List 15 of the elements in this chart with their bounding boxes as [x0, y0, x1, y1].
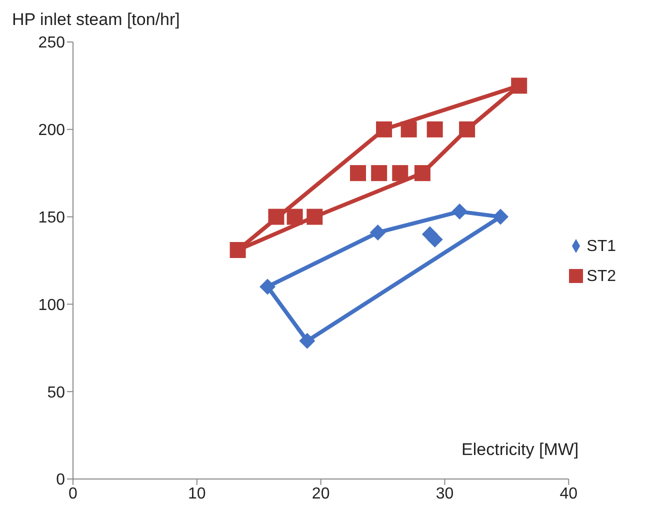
legend-label: ST1: [586, 238, 616, 254]
y-tick-label: 50: [47, 384, 66, 402]
y-axis-title: HP inlet steam [ton/hr]: [12, 10, 180, 30]
x-tick-label: 30: [436, 485, 454, 502]
legend-label: ST2: [586, 268, 616, 284]
x-tick-label: 20: [312, 485, 330, 502]
x-tick-label: 0: [68, 485, 78, 502]
y-tick-label: 0: [56, 472, 66, 489]
y-tick-label: 100: [38, 296, 66, 314]
y-tick-label: 200: [38, 122, 66, 140]
x-tick-label: 10: [188, 485, 206, 502]
y-tick-label: 250: [38, 34, 66, 52]
x-tick-label: 40: [560, 485, 578, 502]
x-axis-title: Electricity [MW]: [462, 440, 579, 460]
y-tick-label: 150: [38, 209, 66, 226]
